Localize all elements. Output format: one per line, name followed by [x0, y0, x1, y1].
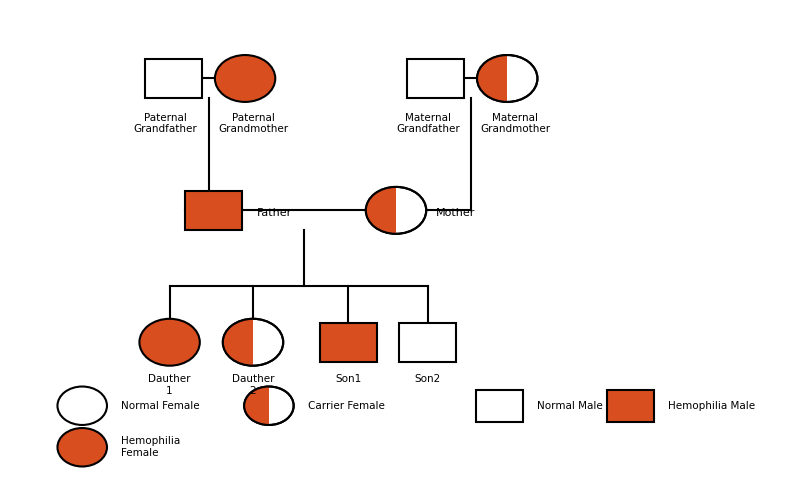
Ellipse shape — [139, 319, 200, 366]
Bar — [185, 191, 242, 230]
Bar — [607, 390, 654, 422]
Text: Maternal
Grandfather: Maternal Grandfather — [396, 113, 460, 134]
Ellipse shape — [58, 428, 107, 466]
Ellipse shape — [366, 187, 426, 234]
Text: Son2: Son2 — [414, 374, 441, 384]
Text: Paternal
Grandfather: Paternal Grandfather — [134, 113, 198, 134]
Text: Son1: Son1 — [335, 374, 362, 384]
Ellipse shape — [223, 319, 283, 366]
Text: Mother: Mother — [436, 208, 475, 218]
Bar — [476, 390, 522, 422]
Ellipse shape — [58, 386, 107, 425]
Ellipse shape — [244, 386, 294, 425]
Text: Normal Female: Normal Female — [122, 401, 200, 411]
Text: Dauther
1: Dauther 1 — [148, 374, 191, 396]
Text: Paternal
Grandmother: Paternal Grandmother — [218, 113, 288, 134]
Ellipse shape — [366, 187, 426, 234]
Text: Carrier Female: Carrier Female — [308, 401, 385, 411]
Bar — [407, 59, 464, 98]
Bar — [145, 59, 202, 98]
Ellipse shape — [244, 386, 294, 425]
Ellipse shape — [477, 55, 538, 102]
Ellipse shape — [477, 55, 538, 102]
Ellipse shape — [223, 319, 283, 366]
Bar — [320, 323, 377, 362]
Bar — [399, 323, 457, 362]
Text: Dauther
2: Dauther 2 — [232, 374, 274, 396]
Text: Hemophilia Male: Hemophilia Male — [668, 401, 755, 411]
Text: Normal Male: Normal Male — [537, 401, 603, 411]
Text: Hemophilia
Female: Hemophilia Female — [122, 437, 181, 458]
Text: Father: Father — [257, 208, 292, 218]
Ellipse shape — [215, 55, 275, 102]
Text: Maternal
Grandmother: Maternal Grandmother — [480, 113, 550, 134]
